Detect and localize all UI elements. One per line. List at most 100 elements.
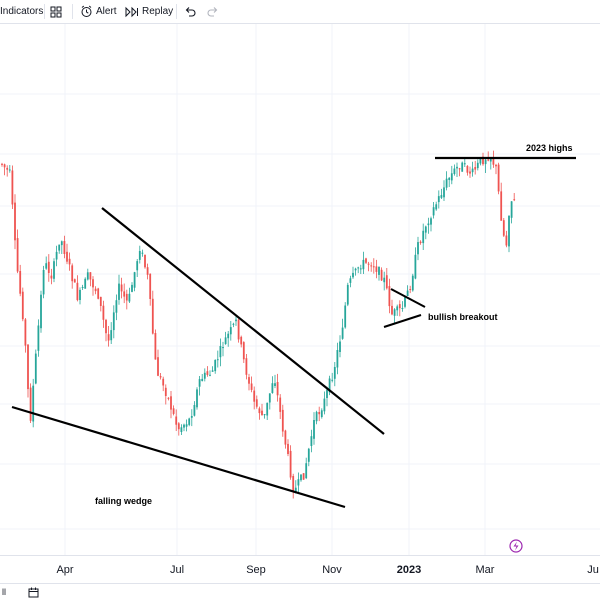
candle-body: [463, 163, 466, 165]
candle: [281, 404, 284, 437]
candle-body: [58, 244, 61, 251]
wedge-upper-trendline[interactable]: [101, 207, 385, 435]
candle: [216, 350, 219, 368]
candle: [196, 387, 198, 410]
candle: [66, 243, 68, 265]
candle-body: [188, 418, 191, 425]
candle-body: [388, 286, 391, 307]
candle: [141, 249, 144, 257]
candle-body: [128, 293, 131, 302]
alert-button[interactable]: Alert: [80, 0, 117, 23]
candle-body: [440, 195, 443, 198]
toolbar-divider: [44, 4, 45, 19]
candle-body: [198, 379, 201, 387]
wedge-lower-trendline[interactable]: [11, 405, 346, 509]
candle-body: [190, 416, 193, 418]
candle: [242, 341, 245, 363]
candle-body: [167, 397, 170, 399]
candle-body: [274, 383, 276, 386]
candle-body: [73, 279, 76, 283]
candle: [266, 402, 269, 420]
candle: [1, 162, 3, 167]
candle: [513, 193, 516, 202]
candle: [159, 373, 162, 380]
candle: [492, 150, 495, 168]
candle: [482, 152, 484, 166]
candle-body: [482, 156, 484, 165]
trendlines[interactable]: [11, 156, 576, 509]
replay-button[interactable]: Replay: [125, 0, 173, 23]
candle: [180, 424, 183, 435]
candle-body: [289, 450, 292, 478]
price-chart[interactable]: 2023 highs bullish breakout falling wedg…: [0, 24, 600, 555]
candle-body: [112, 312, 115, 331]
x-tick-label: Mar: [475, 564, 495, 576]
candle-body: [443, 187, 445, 198]
candle-body: [131, 284, 133, 292]
candle: [237, 318, 240, 343]
candle-body: [469, 171, 471, 174]
flag-lower-line[interactable]: [383, 314, 422, 328]
chart-area[interactable]: 2023 highs bullish breakout falling wedg…: [0, 24, 600, 555]
candle-body: [294, 487, 297, 493]
candle-body: [94, 288, 97, 292]
candle: [417, 236, 419, 261]
candle-body: [154, 333, 157, 360]
candle: [11, 165, 14, 209]
candle-body: [349, 278, 352, 283]
layouts-button[interactable]: [50, 0, 62, 23]
candle-body: [55, 251, 58, 260]
lightning-icon[interactable]: [509, 539, 523, 553]
candle-body: [456, 166, 458, 169]
calendar-icon[interactable]: [28, 587, 39, 598]
candle: [8, 165, 11, 173]
candle: [268, 393, 271, 410]
indicators-button[interactable]: Indicators: [0, 0, 43, 23]
candle: [120, 277, 123, 299]
candle: [443, 180, 445, 201]
candle-body: [263, 414, 266, 416]
chart-toolbar: Indicators Alert Replay: [0, 0, 600, 24]
candle: [27, 344, 29, 398]
candle: [97, 287, 100, 300]
candle-body: [287, 443, 289, 454]
candle: [367, 261, 370, 272]
candle-body: [71, 265, 74, 282]
toolbar-divider: [72, 4, 73, 19]
candle: [185, 419, 188, 432]
candle: [94, 286, 97, 295]
candle-body: [81, 287, 84, 288]
candle: [16, 229, 19, 274]
candle: [107, 326, 110, 347]
candle-body: [245, 358, 248, 375]
candle-body: [206, 371, 209, 375]
candle: [263, 414, 266, 419]
candle-body: [276, 382, 279, 396]
candle: [471, 161, 474, 177]
candle-body: [76, 282, 79, 301]
candle: [53, 258, 55, 283]
candle-body: [344, 305, 347, 328]
candle-body: [352, 272, 354, 278]
range-button[interactable]: ll: [2, 587, 6, 597]
candle: [437, 190, 440, 209]
candle-body: [271, 383, 274, 393]
redo-button[interactable]: [207, 0, 219, 23]
candle-body: [185, 424, 188, 427]
candle: [341, 318, 344, 340]
candle-body: [445, 178, 448, 188]
flag-upper-line[interactable]: [390, 288, 426, 308]
candle: [136, 259, 139, 277]
undo-button[interactable]: [184, 0, 196, 23]
candle-body: [391, 305, 393, 315]
candle: [157, 349, 159, 377]
candle-body: [331, 379, 334, 381]
time-axis[interactable]: Apr Jul Sep Nov 2023 Mar Ju: [0, 555, 600, 584]
candlesticks: [1, 150, 516, 499]
candle: [424, 225, 427, 240]
x-tick-label: 2023: [396, 564, 422, 576]
candle-body: [229, 327, 232, 335]
candle-body: [279, 397, 282, 412]
candle: [151, 290, 154, 335]
candle: [310, 429, 313, 453]
